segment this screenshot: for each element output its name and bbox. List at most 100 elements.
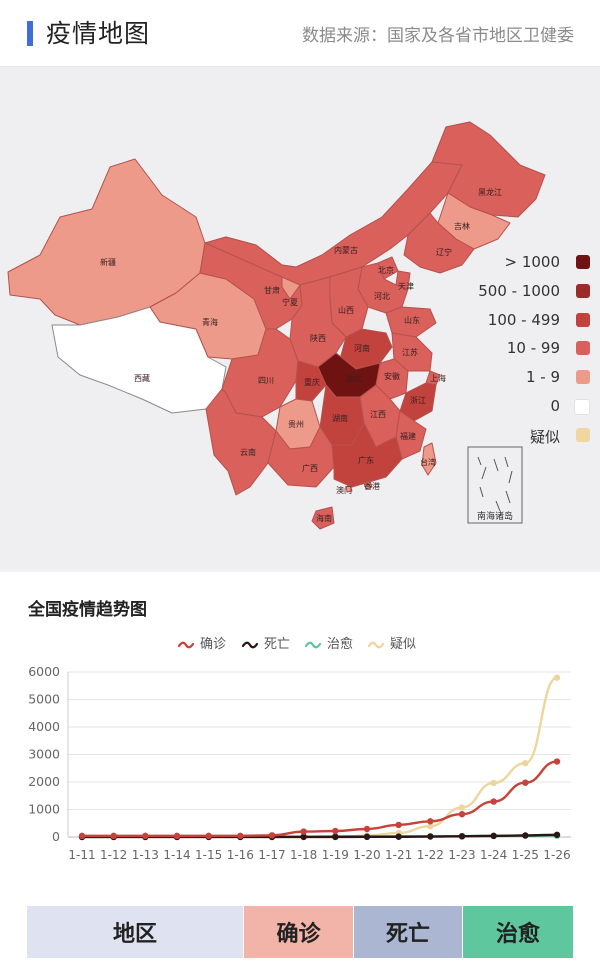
data-point[interactable] [110,832,117,840]
inset-frame [467,446,523,524]
map-region-label: 陕西 [310,333,326,343]
map-region[interactable] [267,426,335,488]
trend-chart: 0 1000 2000 3000 4000 5000 6000 1-11 1-12 1-13 1-1… [28,664,571,862]
trend-legend-label: 死亡 [264,637,291,652]
x-tick-label: 1-12 [100,848,127,862]
legend-item[interactable]: 疑似 [430,422,590,451]
map-region-label: 香港 [364,481,380,491]
map-region[interactable] [331,422,403,488]
legend-swatch [576,283,590,298]
data-point[interactable] [205,832,212,840]
map-region[interactable] [51,306,227,414]
data-point[interactable] [522,779,529,786]
legend-item[interactable]: 1 - 9 [430,364,590,393]
legend-swatch [576,427,590,442]
map-region-label: 河北 [374,291,390,301]
data-point[interactable] [363,825,371,833]
data-point[interactable] [300,828,307,835]
x-tick-label: 1-13 [132,848,159,862]
data-point[interactable] [427,822,434,830]
map-region-label: 天津 [398,281,414,291]
trend-legend-item[interactable]: 死亡 [241,633,291,652]
map-region-label: 内蒙古 [334,245,358,255]
data-point[interactable] [458,804,466,811]
legend-swatch [576,341,590,356]
data-point[interactable] [553,831,561,838]
legend-item[interactable]: > 1000 [430,249,590,278]
map-region-label: 青海 [202,317,218,327]
table-header-cell[interactable]: 确诊 [244,906,353,958]
region-table-header: 地区 确诊 死亡 治愈 [27,906,573,958]
x-tick-label: 1-16 [227,848,254,862]
data-point[interactable] [427,818,434,825]
data-point[interactable] [553,758,561,765]
map-region-label: 北京 [378,265,394,275]
series-line [82,676,558,839]
trend-legend-label: 疑似 [390,637,417,652]
data-point[interactable] [237,832,244,839]
table-header-cell[interactable]: 死亡 [354,906,462,958]
legend-label: 疑似 [529,427,560,446]
map-region-label: 安徽 [384,371,400,381]
x-tick-label: 1-21 [385,848,412,862]
map-region[interactable] [403,212,475,274]
x-tick-label: 1-19 [322,848,349,862]
x-tick-label: 1-20 [353,848,380,862]
data-point[interactable] [363,833,371,841]
data-point[interactable] [300,833,307,841]
trend-panel: 全国疫情趋势图 确诊 死亡 治愈 疑似 0 1000 2000 3000 4000 5000 60… [0,572,600,965]
map-region-label: 广西 [302,463,318,473]
legend-item[interactable]: 500 - 1000 [430,278,590,307]
data-point[interactable] [78,832,86,840]
x-tick-label: 1-22 [417,848,444,862]
map-region[interactable] [363,480,373,490]
data-point[interactable] [268,832,276,839]
data-point[interactable] [142,832,149,840]
data-point[interactable] [332,833,339,841]
map-region-label: 新疆 [100,257,116,267]
map-region-label: 海南 [316,513,332,523]
data-point[interactable] [395,833,402,840]
data-point[interactable] [395,821,402,829]
map-region[interactable] [345,484,353,493]
trend-legend-item[interactable]: 治愈 [304,633,353,652]
map-region[interactable] [421,442,437,476]
data-point[interactable] [553,674,561,681]
table-header-cell[interactable]: 治愈 [463,906,573,958]
data-point[interactable] [458,810,466,818]
map-region-label: 浙江 [410,395,426,405]
legend-item[interactable]: 100 - 499 [430,307,590,336]
map-region-label: 山西 [338,305,354,315]
map-region-label: 黑龙江 [478,187,502,197]
data-point[interactable] [522,759,529,767]
x-tick-label: 1-23 [448,848,475,862]
map-region-label: 甘肃 [264,285,280,295]
trend-legend-item[interactable]: 疑似 [367,633,417,652]
legend-line-icon [367,641,385,648]
legend-swatch [574,398,590,415]
data-point[interactable] [427,833,434,840]
map-region-label: 江苏 [402,347,418,357]
data-point[interactable] [490,779,497,787]
data-point[interactable] [332,827,339,835]
x-tick-label: 1-14 [163,848,190,862]
map-region-label: 辽宁 [436,247,452,257]
data-point[interactable] [522,832,529,839]
trend-legend: 确诊 死亡 治愈 疑似 [0,633,600,653]
legend-item[interactable]: 10 - 99 [430,335,590,364]
map-region-label: 重庆 [304,377,320,387]
legend-item[interactable]: 0 [430,393,590,422]
data-point[interactable] [490,798,497,805]
trend-legend-item[interactable]: 确诊 [177,633,226,652]
data-point[interactable] [173,832,181,840]
data-point[interactable] [458,833,466,840]
inset-label: 南海诸岛 [477,510,513,522]
y-tick-label: 6000 [28,664,60,679]
data-point[interactable] [490,832,497,840]
map-region[interactable] [311,506,335,530]
legend-line-icon [177,641,195,648]
x-tick-label: 1-25 [512,848,539,862]
table-header-cell[interactable]: 地区 [27,906,243,958]
map-region-label: 西藏 [134,373,150,383]
